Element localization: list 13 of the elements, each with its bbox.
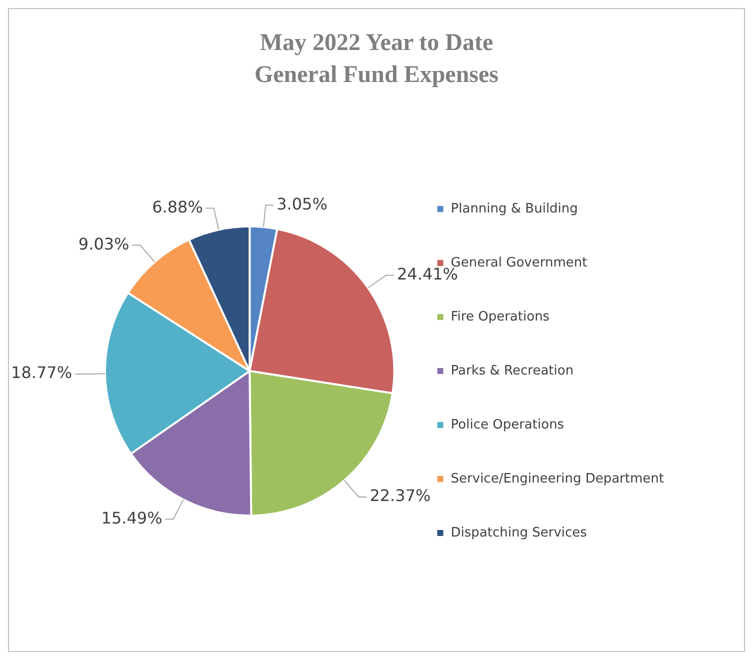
- data-label: 9.03%: [78, 234, 130, 254]
- legend-label: Dispatching Services: [450, 525, 588, 540]
- data-label: 3.05%: [276, 194, 328, 214]
- chart-title: May 2022 Year to Date General Fund Expenses: [253, 29, 500, 90]
- data-label: 6.88%: [152, 197, 203, 216]
- data-label: 18.77%: [11, 363, 72, 382]
- data-label: 22.37%: [370, 486, 431, 506]
- data-label: 15.49%: [101, 508, 162, 528]
- legend-label: Police Operations: [450, 417, 564, 432]
- legend-label: Fire Operations: [450, 309, 550, 324]
- legend-label: Service/Engineering Department: [450, 471, 664, 486]
- legend-label: Planning & Building: [450, 201, 578, 216]
- legend-label: Parks & Recreation: [450, 363, 574, 378]
